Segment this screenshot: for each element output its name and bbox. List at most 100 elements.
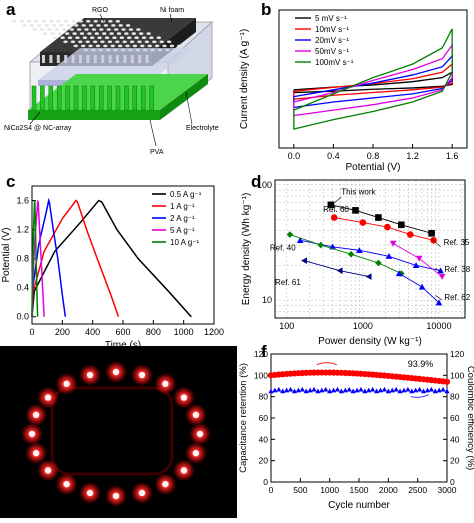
- panel-c: c 0 200 400 600 800 1000 1200 0.0 0.4 0.8 1.2 1.6 Ti…: [0, 172, 237, 351]
- nanowire: [149, 85, 154, 111]
- foam-hole: [102, 32, 107, 35]
- y-tick-label-right: 80: [450, 392, 460, 402]
- efficiency-point: [381, 386, 388, 392]
- foam-hole: [139, 32, 144, 35]
- x-axis-label: Power density (W kg⁻¹): [318, 336, 422, 347]
- led-core: [63, 480, 70, 488]
- ragone-point: [352, 207, 359, 214]
- ragone-line: [334, 217, 434, 241]
- foam-hole: [49, 20, 54, 23]
- foam-hole: [91, 28, 97, 31]
- efficiency-point: [323, 386, 329, 392]
- led-core: [162, 380, 169, 388]
- x-tick-label: 800: [146, 327, 161, 337]
- foam-hole: [113, 28, 119, 31]
- ragone-point: [412, 262, 420, 269]
- y-tick-label-right: 100: [450, 370, 464, 380]
- foam-hole: [34, 20, 39, 23]
- foam-hole: [128, 28, 134, 31]
- led-core: [86, 371, 94, 379]
- nanowire: [132, 85, 138, 111]
- foam-hole: [129, 40, 135, 44]
- efficiency-point: [299, 386, 305, 392]
- nanowire: [115, 85, 121, 111]
- foam-hole: [106, 28, 111, 31]
- ragone-point: [375, 259, 382, 267]
- x-tick-label: 400: [85, 327, 100, 337]
- panel-letter-a: a: [6, 0, 16, 19]
- foam-hole: [141, 36, 147, 39]
- foam-hole: [63, 20, 69, 23]
- leader-nico2s4: [29, 111, 41, 125]
- plot-frame: [278, 9, 468, 149]
- nanowire: [140, 85, 146, 111]
- foam-hole: [107, 40, 113, 44]
- gcd-curve: [31, 199, 120, 317]
- foam-hole: [104, 36, 110, 39]
- grid-lines: [275, 180, 465, 318]
- ragone-point: [347, 250, 355, 258]
- efficiency-point: [319, 387, 325, 393]
- x-tick-label: 0: [269, 485, 274, 495]
- foam-hole: [78, 20, 84, 23]
- y-tick-label: 100: [254, 370, 268, 380]
- foam-pore: [42, 55, 45, 63]
- ragone-chart: 100 1000 10000 10 100 Power density (W kg⁻¹) E…: [241, 179, 471, 347]
- ragone-point: [317, 241, 325, 249]
- foam-hole: [137, 40, 142, 44]
- foam-hole: [156, 36, 162, 39]
- led-photo: [0, 346, 237, 518]
- foam-hole: [84, 28, 89, 31]
- ragone-point: [389, 240, 397, 247]
- panel-letter-f: f: [261, 342, 267, 361]
- efficiency-point: [354, 387, 360, 393]
- annotation-label: This work: [341, 188, 376, 197]
- ragone-point: [375, 214, 382, 221]
- efficiency-point: [307, 387, 313, 393]
- efficiency-point: [397, 388, 403, 394]
- y-axis-label: Current density (A g⁻¹): [239, 29, 250, 129]
- annotation-label: Ref. 61: [275, 278, 301, 287]
- x-tick-label: 10000: [426, 321, 451, 331]
- efficiency-point: [276, 386, 282, 392]
- efficiency-point: [401, 387, 407, 393]
- efficiency-point: [409, 388, 415, 394]
- foam-hole: [72, 32, 77, 35]
- x-tick-label: 200: [55, 327, 70, 337]
- efficiency-point: [424, 387, 431, 393]
- x-tick-label: 0.0: [288, 151, 301, 161]
- efficiency-point: [327, 388, 333, 394]
- legend-label: 2 A g⁻¹: [170, 214, 195, 223]
- legend-label: 50mV s⁻¹: [315, 47, 349, 56]
- ragone-point: [397, 221, 405, 229]
- y-tick-label: 0.4: [16, 283, 29, 293]
- efficiency-point: [440, 386, 446, 392]
- annotation-label: Ref. 60: [323, 205, 349, 214]
- nanowire: [82, 85, 87, 111]
- legend-label: 20mV s⁻¹: [315, 36, 349, 45]
- array-side: [160, 74, 208, 120]
- foam-hole: [87, 32, 92, 35]
- foam-hole: [119, 36, 125, 39]
- foam-hole: [96, 24, 101, 27]
- foam-hole: [103, 44, 108, 48]
- nanowire: [98, 85, 104, 111]
- led-core: [112, 368, 120, 376]
- led-core: [44, 394, 52, 401]
- foam-hole: [147, 44, 152, 48]
- foam-hole: [81, 24, 86, 27]
- y-tick-label: 60: [259, 413, 269, 423]
- foam-hole: [73, 44, 78, 48]
- led-core: [192, 411, 200, 419]
- foam-hole: [121, 28, 126, 31]
- efficiency-point: [346, 386, 352, 392]
- cv-curve: [293, 28, 453, 130]
- ragone-point: [384, 223, 391, 231]
- ragone-point: [415, 255, 423, 262]
- x-tick-label: 1200: [204, 327, 224, 337]
- leader-rgo: [99, 13, 105, 23]
- efficiency-point: [338, 388, 344, 394]
- foam-hole: [152, 40, 157, 44]
- legend-label: 100mV s⁻¹: [315, 58, 354, 67]
- foam-hole: [100, 20, 106, 23]
